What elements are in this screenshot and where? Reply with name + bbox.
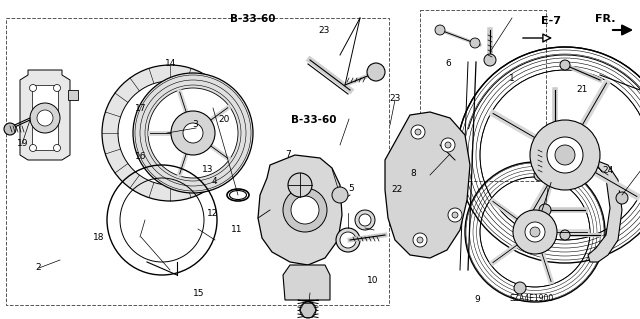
- Text: B-33-60: B-33-60: [291, 115, 337, 125]
- Polygon shape: [385, 112, 470, 258]
- Text: 14: 14: [165, 59, 177, 68]
- Text: 7: 7: [285, 150, 291, 159]
- Circle shape: [300, 302, 316, 318]
- Circle shape: [448, 208, 462, 222]
- Circle shape: [417, 237, 423, 243]
- Circle shape: [148, 88, 238, 178]
- Text: 4: 4: [212, 177, 217, 186]
- Circle shape: [288, 173, 312, 197]
- Text: FR.: FR.: [595, 14, 615, 24]
- Circle shape: [411, 125, 425, 139]
- Circle shape: [413, 233, 427, 247]
- Text: 8: 8: [410, 169, 415, 178]
- Circle shape: [54, 85, 61, 92]
- Text: 18: 18: [93, 233, 105, 242]
- Circle shape: [547, 137, 583, 173]
- Circle shape: [445, 142, 451, 148]
- Text: 20: 20: [218, 115, 230, 124]
- Circle shape: [102, 65, 238, 201]
- Polygon shape: [283, 265, 330, 300]
- Text: 22: 22: [391, 185, 403, 194]
- Circle shape: [549, 124, 561, 136]
- Circle shape: [484, 54, 496, 66]
- Circle shape: [452, 212, 458, 218]
- Circle shape: [367, 63, 385, 81]
- Circle shape: [118, 81, 222, 185]
- Circle shape: [332, 187, 348, 203]
- Text: 11: 11: [231, 225, 243, 234]
- Text: 19: 19: [17, 139, 28, 148]
- Circle shape: [355, 210, 375, 230]
- Text: 13: 13: [202, 165, 214, 174]
- Circle shape: [470, 38, 480, 48]
- Circle shape: [513, 210, 557, 254]
- Circle shape: [514, 282, 526, 294]
- Circle shape: [435, 25, 445, 35]
- Text: E-7: E-7: [541, 16, 561, 26]
- Circle shape: [133, 73, 253, 193]
- Text: B-33-60: B-33-60: [230, 14, 276, 24]
- Text: 15: 15: [193, 289, 204, 298]
- Circle shape: [150, 113, 190, 153]
- Circle shape: [183, 123, 203, 143]
- Circle shape: [560, 230, 570, 240]
- Polygon shape: [588, 160, 622, 262]
- Text: 5: 5: [348, 184, 353, 193]
- Text: 23: 23: [319, 26, 330, 35]
- Circle shape: [54, 145, 61, 152]
- Text: 10: 10: [367, 276, 378, 285]
- Text: 12: 12: [207, 209, 219, 218]
- Circle shape: [441, 138, 455, 152]
- Bar: [68, 90, 78, 100]
- Circle shape: [560, 60, 570, 70]
- Circle shape: [415, 129, 421, 135]
- Circle shape: [29, 145, 36, 152]
- Circle shape: [530, 227, 540, 237]
- Text: 3: 3: [193, 120, 198, 129]
- Circle shape: [291, 196, 319, 224]
- Circle shape: [616, 192, 628, 204]
- Text: 23: 23: [390, 94, 401, 103]
- Circle shape: [160, 123, 180, 143]
- Text: SZA4E1900: SZA4E1900: [509, 294, 554, 303]
- Circle shape: [283, 188, 327, 232]
- Polygon shape: [32, 85, 58, 150]
- Circle shape: [359, 214, 371, 226]
- Circle shape: [37, 110, 53, 126]
- Circle shape: [336, 228, 360, 252]
- Text: 6: 6: [445, 59, 451, 68]
- Circle shape: [4, 123, 16, 135]
- Circle shape: [340, 232, 356, 248]
- Circle shape: [29, 85, 36, 92]
- Text: 1: 1: [509, 74, 515, 83]
- Text: 17: 17: [135, 104, 147, 113]
- Polygon shape: [20, 70, 70, 160]
- Text: 16: 16: [135, 152, 147, 161]
- Text: 21: 21: [577, 85, 588, 94]
- Circle shape: [30, 103, 60, 133]
- Circle shape: [171, 111, 215, 155]
- Text: 2: 2: [36, 263, 41, 272]
- Polygon shape: [258, 155, 342, 265]
- Ellipse shape: [230, 190, 246, 199]
- Text: 24: 24: [602, 166, 614, 175]
- Circle shape: [534, 169, 546, 181]
- Text: 9: 9: [474, 295, 479, 304]
- Circle shape: [539, 204, 551, 216]
- Circle shape: [555, 145, 575, 165]
- Circle shape: [530, 120, 600, 190]
- Circle shape: [525, 222, 545, 242]
